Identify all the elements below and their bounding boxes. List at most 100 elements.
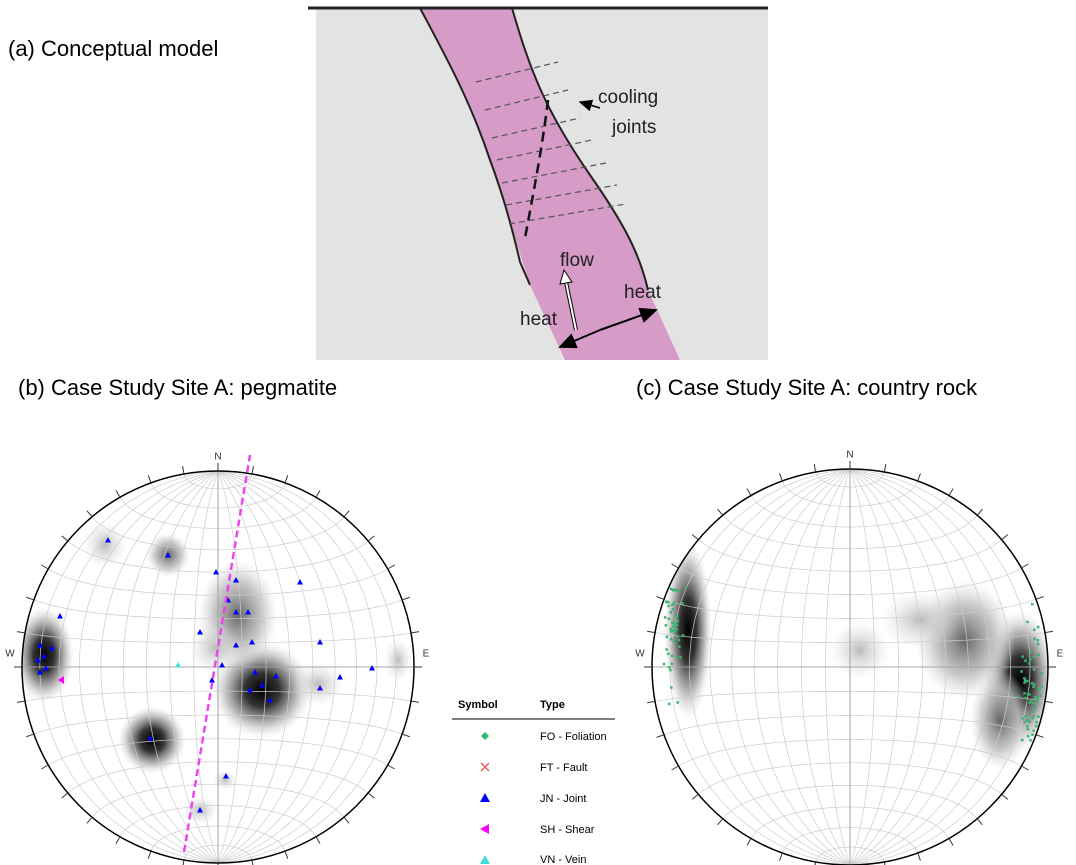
point bbox=[1037, 639, 1040, 642]
point bbox=[1023, 721, 1025, 724]
point bbox=[1027, 728, 1030, 731]
point bbox=[671, 663, 674, 666]
net-tick bbox=[116, 490, 120, 497]
point bbox=[670, 629, 673, 632]
compass-label: E bbox=[1057, 649, 1064, 660]
net-tick bbox=[402, 597, 410, 600]
point bbox=[678, 645, 681, 648]
net-tick bbox=[148, 851, 151, 859]
point bbox=[1021, 739, 1024, 742]
net-tick bbox=[41, 565, 48, 569]
net-tick bbox=[62, 536, 68, 541]
net-tick bbox=[747, 838, 751, 845]
point bbox=[1028, 662, 1031, 665]
point bbox=[1020, 670, 1023, 673]
point bbox=[665, 624, 668, 627]
compass-label: E bbox=[423, 649, 430, 660]
net-tick bbox=[647, 631, 655, 632]
point bbox=[331, 466, 337, 472]
point bbox=[1028, 701, 1031, 704]
point bbox=[677, 590, 680, 593]
legend-label: VN - Vein bbox=[540, 854, 586, 865]
point bbox=[1021, 655, 1024, 658]
net-tick bbox=[316, 490, 320, 497]
point bbox=[670, 588, 673, 591]
point bbox=[1024, 659, 1027, 662]
net-tick bbox=[949, 838, 953, 845]
legend-label: FT - Fault bbox=[540, 762, 587, 774]
net-tick bbox=[388, 565, 395, 569]
figure: (a) Conceptual model cooling joints flow… bbox=[0, 0, 1076, 865]
point bbox=[1023, 681, 1026, 684]
annotation: heat bbox=[624, 282, 662, 303]
net-tick bbox=[26, 597, 34, 600]
point bbox=[667, 605, 670, 608]
point bbox=[1022, 717, 1025, 720]
point bbox=[1038, 688, 1041, 691]
point bbox=[677, 635, 680, 638]
net-tick bbox=[344, 817, 349, 823]
panel-title: (a) Conceptual model bbox=[8, 36, 218, 61]
point bbox=[665, 601, 668, 604]
point bbox=[1026, 725, 1029, 728]
point bbox=[1024, 697, 1027, 700]
net-tick bbox=[1036, 735, 1044, 738]
point bbox=[1037, 654, 1040, 657]
net-tick bbox=[368, 536, 374, 541]
density-contour bbox=[830, 620, 890, 680]
point bbox=[1035, 725, 1038, 728]
legend-header: Type bbox=[540, 699, 565, 711]
net-tick bbox=[1002, 794, 1008, 799]
legend-label: FO - Foliation bbox=[540, 731, 607, 743]
point bbox=[670, 611, 673, 614]
net-interior bbox=[14, 452, 414, 863]
density-contour bbox=[310, 454, 350, 486]
point bbox=[670, 686, 673, 689]
point bbox=[671, 655, 674, 658]
net-tick bbox=[1045, 701, 1053, 702]
point bbox=[1029, 658, 1032, 661]
net-tick bbox=[87, 511, 92, 517]
net-tick bbox=[692, 794, 698, 799]
point bbox=[202, 452, 208, 458]
legend: Symbol Type FO - Foliation FT - Fault JN… bbox=[452, 699, 615, 865]
annotation: joints bbox=[611, 117, 656, 138]
net-tick bbox=[780, 473, 783, 481]
point bbox=[1033, 638, 1036, 641]
point bbox=[663, 663, 666, 666]
point bbox=[1026, 621, 1029, 624]
point bbox=[670, 638, 673, 641]
net-tick bbox=[87, 817, 92, 823]
panel-title: (c) Case Study Site A: country rock bbox=[636, 375, 978, 400]
point bbox=[668, 703, 671, 706]
point bbox=[677, 701, 680, 704]
point bbox=[1023, 677, 1025, 680]
point bbox=[1033, 668, 1036, 671]
point bbox=[1032, 686, 1035, 689]
point bbox=[1032, 711, 1035, 714]
density-contour bbox=[213, 770, 237, 790]
net-tick bbox=[1045, 631, 1053, 632]
legend-label: SH - Shear bbox=[540, 824, 595, 836]
point bbox=[673, 641, 676, 644]
density-contour bbox=[292, 662, 344, 706]
compass-label: N bbox=[214, 452, 221, 463]
compass-label: N bbox=[846, 450, 853, 461]
net-tick bbox=[17, 632, 25, 633]
net-tick bbox=[1021, 766, 1028, 770]
net-tick bbox=[148, 475, 151, 483]
net-tick bbox=[411, 632, 419, 633]
point bbox=[672, 608, 675, 611]
point bbox=[1033, 629, 1036, 632]
point bbox=[1023, 692, 1026, 695]
net-tick bbox=[656, 735, 664, 738]
point bbox=[1040, 672, 1043, 675]
net-tick bbox=[918, 853, 921, 861]
net-tick bbox=[116, 837, 120, 844]
point bbox=[1029, 651, 1032, 654]
net-tick bbox=[62, 793, 68, 798]
annotation: heat bbox=[520, 309, 558, 330]
point bbox=[1039, 694, 1042, 697]
point bbox=[1034, 707, 1037, 710]
point bbox=[671, 622, 674, 625]
